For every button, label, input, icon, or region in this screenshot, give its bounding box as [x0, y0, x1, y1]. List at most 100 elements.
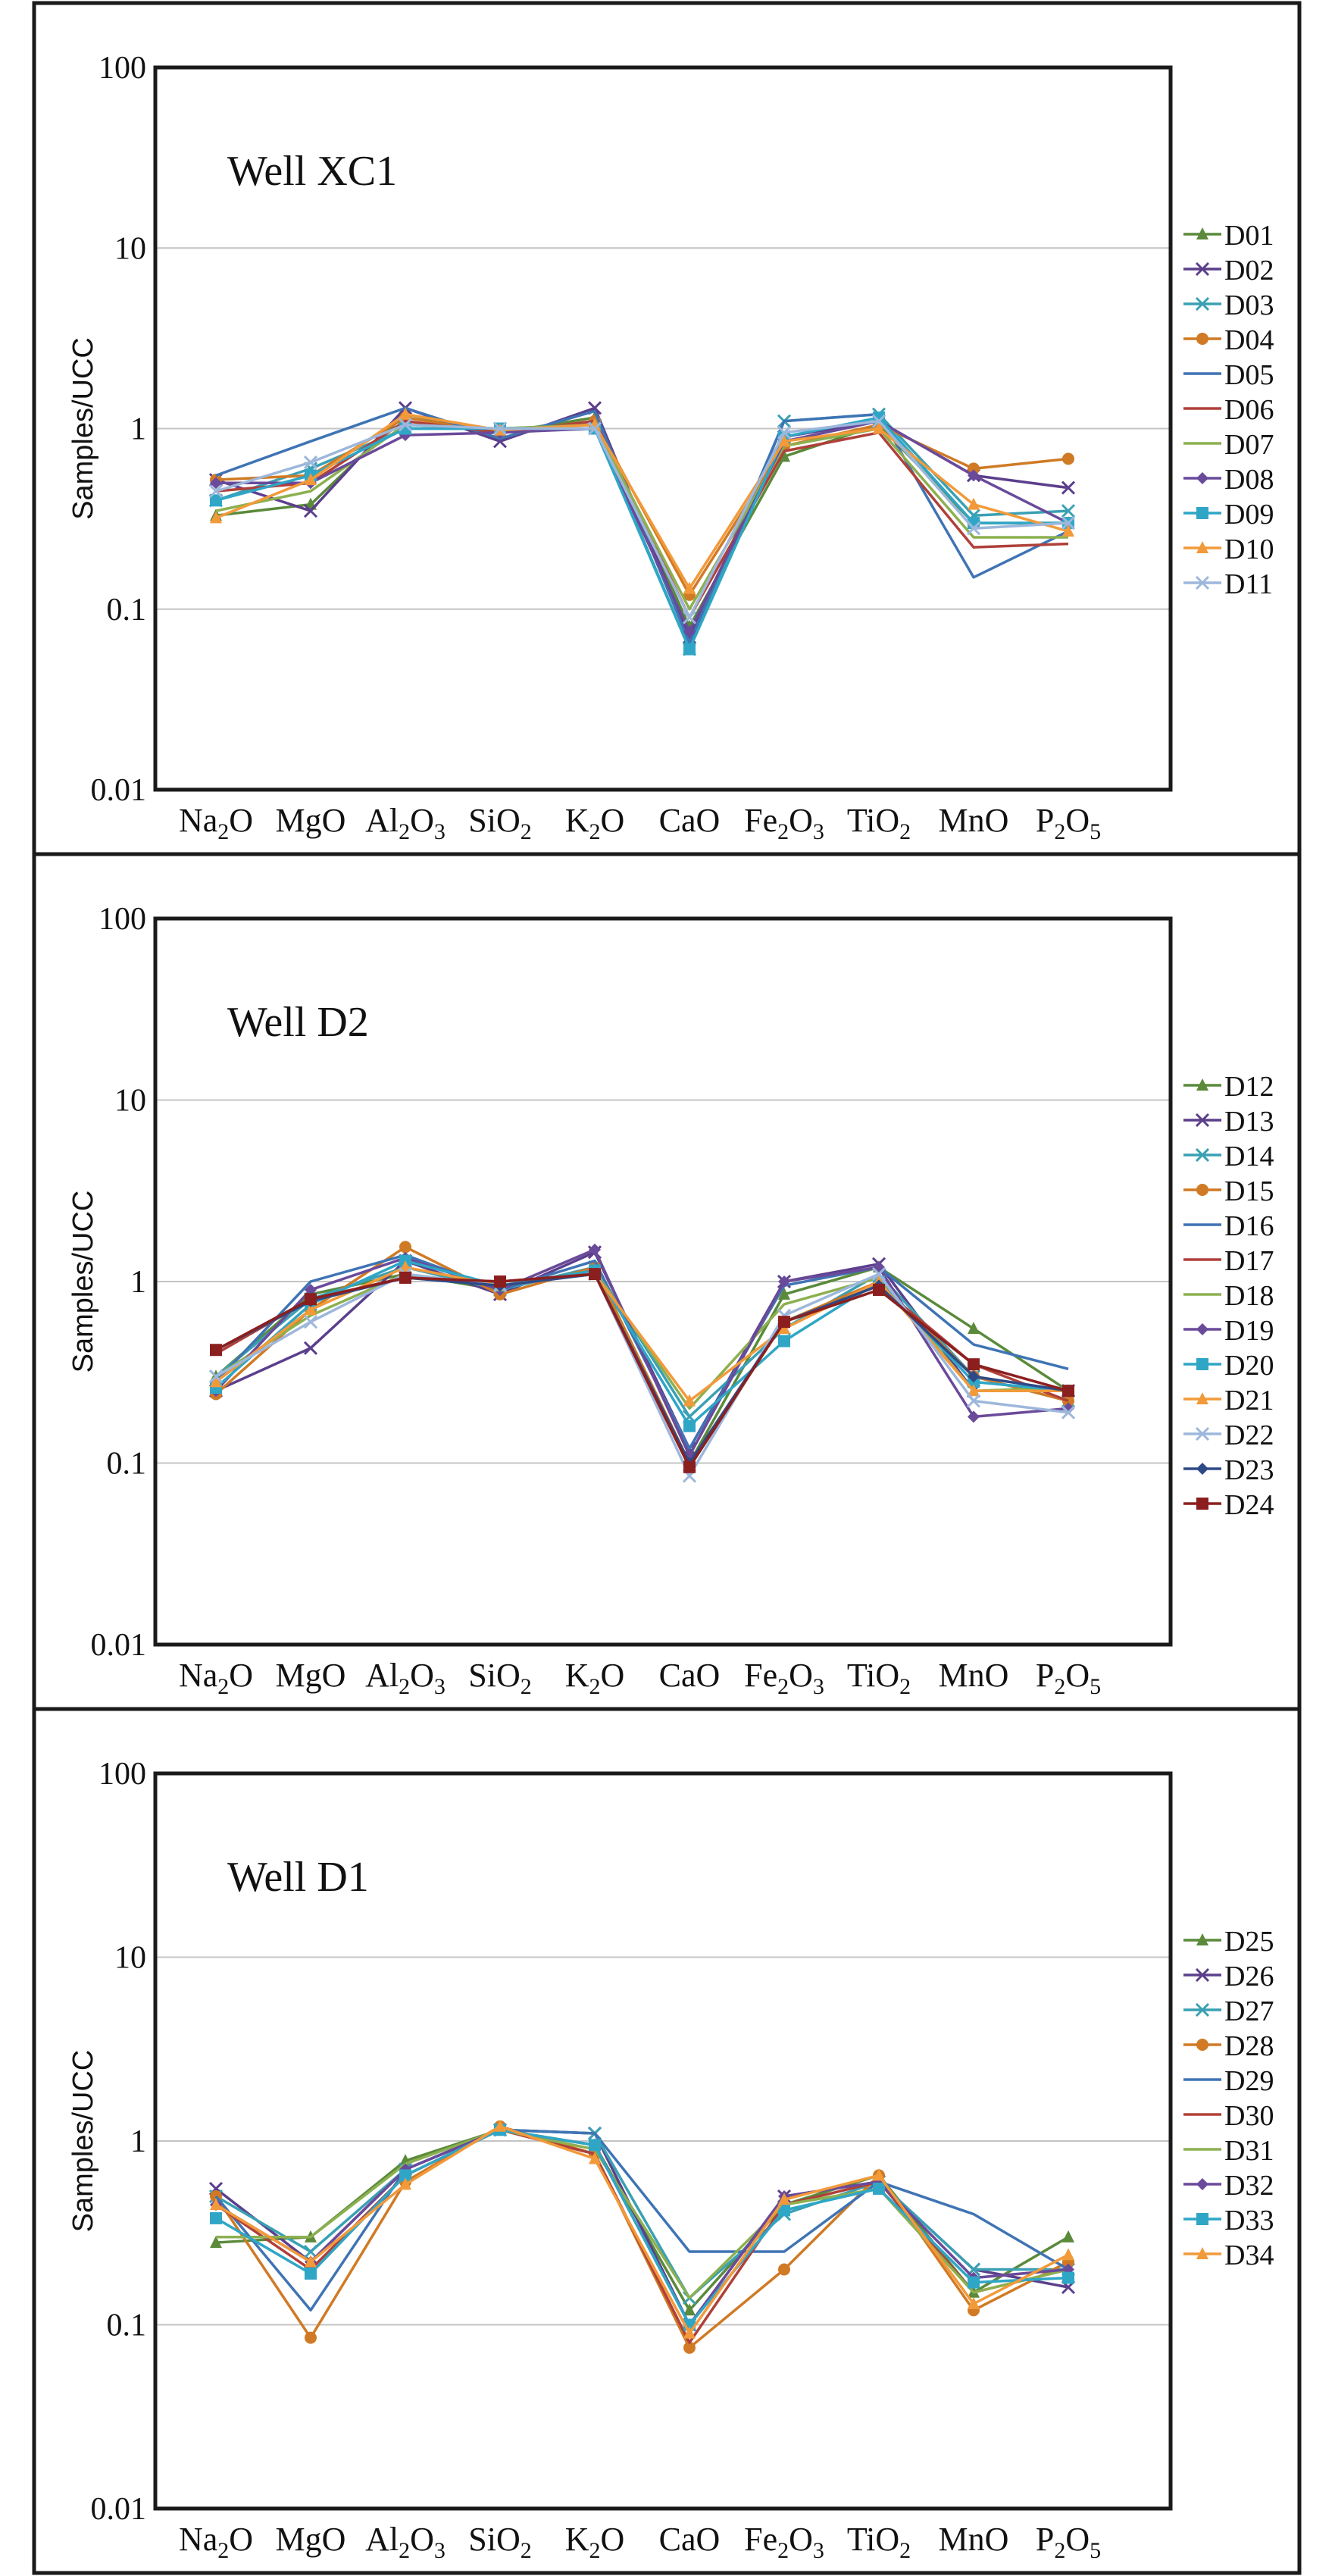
x-tick-label: K2O	[565, 2521, 625, 2563]
series-line	[215, 2128, 1068, 2299]
x-tick-label: P2O5	[1036, 2521, 1101, 2563]
legend-item: D01	[1183, 220, 1274, 252]
data-point	[210, 1375, 222, 1388]
data-point	[968, 497, 980, 510]
data-point	[778, 1316, 790, 1329]
data-point	[303, 504, 318, 518]
series-D34	[210, 2119, 1074, 2339]
legend-marker	[1196, 2039, 1208, 2051]
legend-label: D23	[1224, 1454, 1274, 1486]
data-point	[589, 1268, 601, 1281]
data-point	[210, 2236, 222, 2249]
x-tick-label: Na2O	[179, 802, 253, 844]
x-tick-label: CaO	[659, 1657, 721, 1694]
x-tick-label: Fe2O3	[744, 1657, 824, 1699]
y-tick-label: 100	[98, 51, 146, 86]
series-line	[214, 1248, 1069, 1457]
data-point	[683, 2303, 696, 2316]
series-D09	[210, 412, 1074, 656]
legend-label: D22	[1224, 1419, 1274, 1451]
x-tick-label: CaO	[659, 2521, 721, 2558]
data-point	[210, 2198, 222, 2211]
data-point	[305, 2331, 317, 2344]
series-line	[215, 416, 1068, 651]
legend-label: D28	[1224, 2030, 1274, 2062]
legend-label: D16	[1224, 1210, 1274, 1242]
data-point	[1061, 1405, 1076, 1419]
data-point	[305, 2255, 317, 2268]
legend-item: D29	[1183, 2065, 1274, 2097]
data-point	[968, 2296, 980, 2309]
legend-marker	[1195, 1426, 1210, 1441]
data-point	[871, 414, 886, 428]
x-tick-label: MgO	[276, 802, 346, 839]
legend-item: D05	[1183, 359, 1274, 391]
legend-label: D20	[1224, 1350, 1274, 1382]
legend-label: D34	[1224, 2240, 1274, 2271]
chart-panel-1: 100 10 1 0.1 0.01 Samples/UCC Well XC1 Na2O MgO A…	[32, 1, 1302, 856]
data-point	[305, 1303, 317, 1316]
data-point	[778, 1335, 790, 1347]
y-axis-label: Samples/UCC	[67, 1191, 99, 1373]
data-point	[966, 521, 981, 536]
legend-item: D12	[1183, 1071, 1274, 1103]
legend-label: D30	[1224, 2100, 1274, 2132]
legend-item: D03	[1183, 290, 1274, 321]
legend-label: D29	[1224, 2065, 1274, 2097]
data-point	[305, 2267, 317, 2280]
y-tick-label: 10	[114, 1941, 146, 1976]
x-tick-label: TiO2	[847, 2521, 911, 2563]
data-point	[589, 1243, 601, 1256]
x-tick-label: TiO2	[847, 802, 911, 844]
data-point	[968, 1322, 980, 1335]
legend-item: D25	[1183, 1926, 1274, 1958]
legend-label: D27	[1224, 1995, 1274, 2027]
data-point	[873, 2168, 885, 2181]
legend-item: D24	[1183, 1489, 1274, 1521]
legend-label: D12	[1224, 1071, 1274, 1103]
legend-item: D09	[1183, 499, 1274, 531]
data-point	[210, 2211, 222, 2224]
data-point	[968, 1358, 980, 1371]
legend-marker	[1196, 507, 1208, 519]
data-point	[399, 2169, 411, 2182]
data-point	[683, 2341, 696, 2354]
legend-label: D02	[1224, 255, 1274, 286]
legend-label: D07	[1224, 429, 1274, 461]
data-point	[778, 1322, 790, 1335]
data-point	[399, 1241, 411, 1254]
legend-item: D32	[1183, 2170, 1274, 2202]
legend-item: D08	[1183, 464, 1274, 496]
series-D05	[215, 406, 1069, 645]
series-line	[215, 406, 1069, 645]
legend-item: D19	[1183, 1315, 1274, 1347]
series-line	[214, 2128, 1069, 2327]
x-tick-label: Al2O3	[365, 802, 446, 844]
legend-label: D08	[1224, 464, 1274, 496]
legend-label: D24	[1224, 1489, 1274, 1521]
data-point	[492, 421, 508, 436]
legend-marker	[1196, 227, 1208, 239]
legend-item: D04	[1183, 324, 1274, 356]
data-point	[968, 1384, 980, 1397]
series-line	[216, 419, 1069, 634]
data-point	[968, 2276, 980, 2289]
data-point	[208, 484, 224, 499]
legend-marker	[1196, 333, 1208, 345]
data-point	[683, 1460, 696, 1473]
y-tick-label: 1	[130, 1265, 146, 1300]
legend-marker	[1196, 1323, 1208, 1335]
legend-marker	[1196, 472, 1208, 484]
legend-label: D06	[1224, 394, 1274, 426]
legend-marker	[1196, 1933, 1208, 1945]
series-line	[215, 412, 1069, 590]
data-point	[210, 494, 222, 507]
x-tick-label: MgO	[276, 2521, 346, 2558]
legend-label: D19	[1224, 1315, 1274, 1347]
legend-label: D13	[1224, 1106, 1274, 1138]
legend-marker	[1196, 2247, 1208, 2259]
x-tick-label: K2O	[565, 1657, 625, 1699]
legend-item: D15	[1183, 1175, 1274, 1207]
data-point	[778, 2263, 790, 2276]
data-point	[871, 1267, 886, 1282]
